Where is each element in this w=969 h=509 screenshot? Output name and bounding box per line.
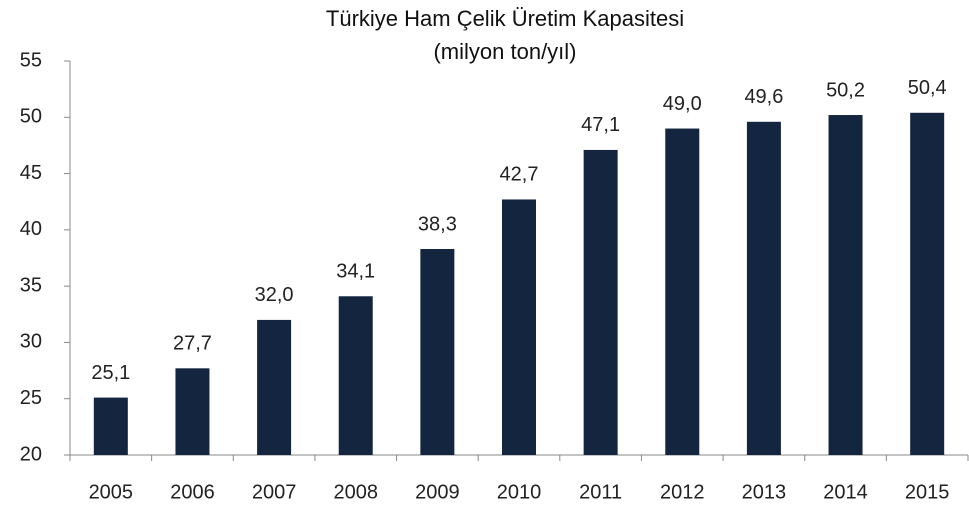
y-tick-label: 25 — [20, 387, 42, 409]
y-tick-label: 55 — [20, 49, 42, 71]
bar — [338, 296, 373, 455]
value-label: 47,1 — [581, 114, 620, 136]
y-tick-label: 35 — [20, 274, 42, 296]
value-label: 49,0 — [663, 93, 702, 115]
y-tick-label: 50 — [20, 106, 42, 128]
x-tick-label: 2015 — [905, 481, 950, 503]
x-tick-label: 2012 — [660, 481, 705, 503]
y-tick-label: 40 — [20, 218, 42, 240]
chart-subtitle: (milyon ton/yıl) — [433, 39, 576, 64]
value-label: 42,7 — [500, 164, 539, 186]
value-label: 27,7 — [173, 333, 212, 355]
bar — [257, 319, 292, 455]
value-label: 49,6 — [744, 86, 783, 108]
bar — [175, 368, 210, 455]
y-tick-label: 45 — [20, 162, 42, 184]
bar — [502, 199, 536, 455]
value-label: 50,4 — [908, 77, 947, 99]
x-tick-label: 2006 — [170, 481, 215, 503]
x-tick-label: 2011 — [579, 481, 622, 503]
bar — [910, 112, 945, 455]
bar — [583, 149, 618, 455]
x-tick-label: 2013 — [742, 481, 787, 503]
value-label: 32,0 — [255, 284, 294, 306]
y-tick-label: 20 — [20, 443, 42, 465]
y-tick-label: 30 — [20, 331, 42, 353]
value-label: 50,2 — [826, 79, 865, 101]
x-tick-label: 2007 — [252, 481, 297, 503]
value-label: 25,1 — [91, 362, 130, 384]
x-tick-label: 2014 — [823, 481, 868, 503]
value-label: 34,1 — [336, 261, 375, 283]
bar — [93, 397, 128, 455]
bar — [746, 121, 781, 455]
bar — [665, 128, 700, 456]
chart-title: Türkiye Ham Çelik Üretim Kapasitesi — [326, 6, 684, 31]
x-tick-label: 2009 — [415, 481, 460, 503]
x-tick-label: 2010 — [497, 481, 542, 503]
x-tick-label: 2005 — [89, 481, 134, 503]
x-tick-label: 2008 — [333, 481, 378, 503]
bar — [828, 115, 863, 455]
bar — [420, 248, 455, 455]
value-label: 38,3 — [418, 213, 457, 235]
